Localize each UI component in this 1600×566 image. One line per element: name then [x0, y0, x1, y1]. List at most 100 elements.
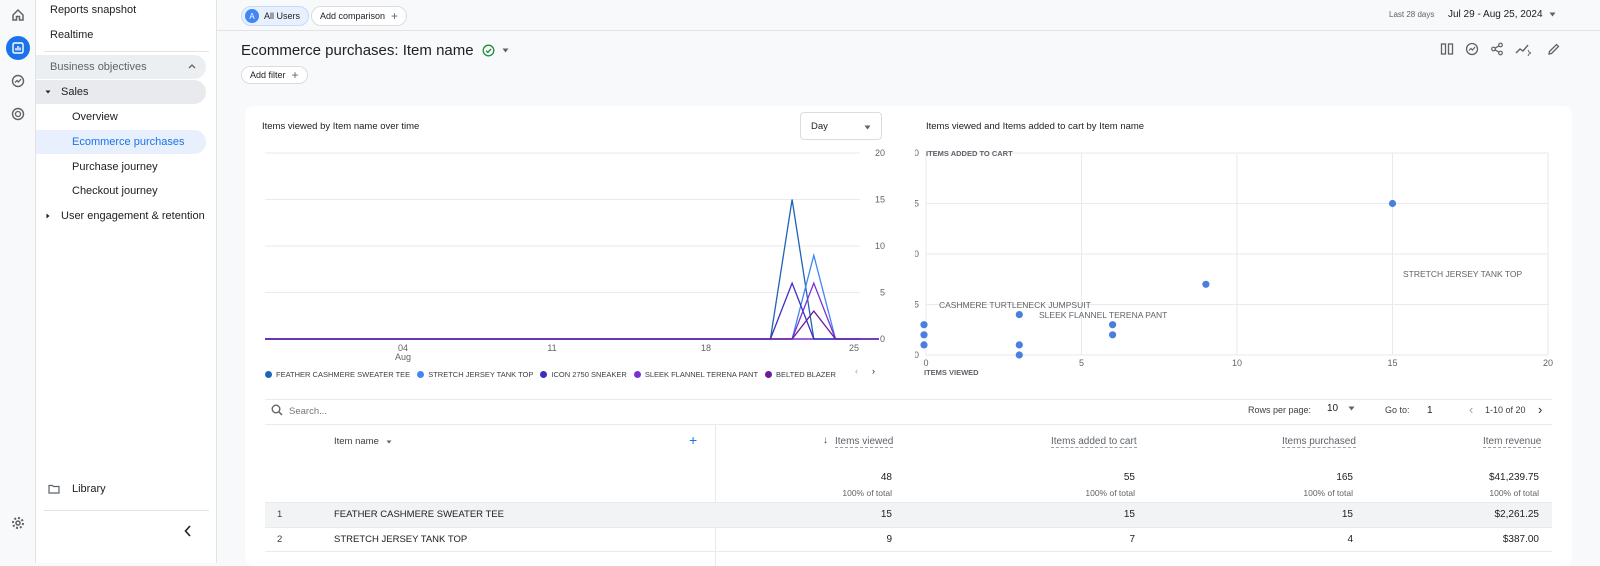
add-comparison-label: Add comparison — [320, 11, 386, 21]
row-items-viewed: 9 — [886, 534, 892, 545]
legend-item[interactable]: ICON 2750 SNEAKER — [540, 370, 627, 379]
report-navigation: Reports snapshot Realtime Business objec… — [36, 0, 217, 563]
table-top-divider — [265, 399, 1552, 400]
nav-library[interactable]: Library — [36, 477, 210, 501]
legend-label: STRETCH JERSEY TANK TOP — [428, 369, 534, 379]
verified-check-icon — [482, 44, 495, 57]
nav-business-objectives-label: Business objectives — [50, 61, 147, 73]
column-items-purchased[interactable]: Items purchased — [1282, 436, 1356, 448]
interval-value: Day — [811, 120, 828, 132]
legend-dot — [540, 370, 548, 378]
row-item-revenue: $387.00 — [1502, 534, 1539, 545]
date-range-picker[interactable]: Jul 29 - Aug 25, 2024 — [1448, 9, 1556, 20]
nav-checkout-journey[interactable]: Checkout journey — [72, 185, 158, 197]
y-tick-label: 15 — [915, 199, 919, 209]
nav-realtime[interactable]: Realtime — [50, 29, 94, 41]
goto-page-input[interactable] — [1427, 403, 1445, 417]
date-range-label: Last 28 days — [1389, 10, 1435, 19]
scatter-chart-title: Items viewed and Items added to cart by … — [926, 121, 1145, 132]
legend-prev-icon[interactable]: ‹ — [855, 366, 858, 376]
nav-ecommerce-purchases[interactable]: Ecommerce purchases — [36, 130, 206, 154]
caret-down-icon — [864, 125, 871, 130]
nav-business-objectives[interactable]: Business objectives — [36, 55, 206, 79]
x-tick-label: 10 — [1232, 358, 1242, 368]
x-tick-label: 25 — [849, 343, 859, 353]
rows-per-page-select[interactable]: 10 — [1327, 403, 1355, 414]
scatter-point — [1015, 311, 1023, 319]
x-tick-label: 0 — [923, 358, 928, 368]
legend-item[interactable]: STRETCH JERSEY TANK TOP — [417, 370, 533, 379]
column-items-viewed[interactable]: Items viewed — [835, 436, 894, 448]
home-icon[interactable] — [6, 3, 30, 27]
legend-item[interactable]: BELTED BLAZER — [765, 370, 836, 379]
row-items-added: 15 — [1123, 509, 1135, 520]
explore-icon[interactable] — [6, 69, 30, 93]
title-dropdown-icon[interactable] — [502, 48, 509, 53]
report-card: Items viewed by Item name over time Day … — [245, 106, 1572, 566]
advertising-icon[interactable] — [6, 102, 30, 126]
total-item-revenue: $41,239.75 — [1488, 472, 1539, 483]
column-item-name-label: Item name — [334, 436, 379, 447]
row-items-viewed: 15 — [880, 509, 892, 520]
caret-right-icon — [46, 213, 50, 219]
page-title: Ecommerce purchases: Item name — [241, 42, 474, 59]
insights-icon[interactable] — [1465, 42, 1479, 56]
row-index: 2 — [277, 534, 283, 545]
row-items-purchased: 15 — [1341, 509, 1353, 520]
series-line — [265, 310, 879, 340]
nav-user-engagement[interactable]: User engagement & retention — [36, 204, 210, 228]
nav-divider-bottom — [44, 510, 209, 511]
plus-icon: + — [391, 9, 399, 23]
nav-purchase-journey[interactable]: Purchase journey — [72, 161, 158, 173]
nav-library-label: Library — [72, 483, 106, 495]
scatter-chart: 20 15 10 5 00 5 10 15 20 ITEMS ADDED TO CART ITEMS… — [915, 148, 1553, 377]
legend-dot — [265, 370, 272, 378]
caret-down-icon — [386, 440, 392, 443]
legend-item[interactable]: SLEEK FLANNEL TERENA PANT — [633, 370, 758, 379]
point-label: STRETCH JERSEY TANK TOP — [1403, 269, 1523, 279]
settings-icon[interactable] — [6, 511, 30, 535]
segment-badge: A — [245, 9, 259, 23]
point-label: CASHMERE TURTLENECK JUMPSUIT — [939, 300, 1091, 310]
scatter-point — [920, 321, 928, 329]
scatter-point — [1015, 341, 1023, 349]
y-tick-label: 15 — [875, 195, 885, 205]
series-line — [265, 281, 879, 340]
scatter-point — [920, 341, 928, 349]
nav-reports-snapshot[interactable]: Reports snapshot — [50, 4, 137, 16]
table-row[interactable] — [265, 502, 1552, 527]
nav-overview[interactable]: Overview — [72, 111, 118, 123]
nav-user-engagement-label: User engagement & retention — [61, 210, 205, 222]
next-page-icon[interactable]: › — [1538, 402, 1543, 417]
row-item-name[interactable]: STRETCH JERSEY TANK TOP — [334, 534, 468, 545]
table-search-input[interactable] — [289, 404, 589, 418]
caret-down-icon — [1549, 12, 1556, 17]
add-filter-button[interactable]: Add filter + — [241, 66, 308, 84]
total-items-purchased-sub: 100% of total — [1303, 488, 1353, 498]
column-items-added-to-cart[interactable]: Items added to cart — [1051, 436, 1137, 448]
table-row[interactable] — [265, 527, 1552, 552]
legend-label: FEATHER CASHMERE SWEATER TEE — [276, 369, 411, 379]
total-items-viewed-sub: 100% of total — [842, 488, 892, 498]
edit-pencil-icon[interactable] — [1547, 42, 1561, 56]
add-dimension-button[interactable]: + — [689, 432, 698, 448]
segment-chip[interactable]: A All Users — [241, 6, 310, 26]
nav-sales[interactable]: Sales — [36, 80, 206, 104]
compare-icon[interactable] — [1440, 42, 1454, 56]
legend-item[interactable]: FEATHER CASHMERE SWEATER TEE — [265, 370, 410, 379]
column-item-name[interactable]: Item name — [334, 436, 392, 447]
share-icon[interactable] — [1490, 42, 1504, 56]
nav-sales-label: Sales — [61, 86, 89, 98]
trend-sparkle-icon[interactable] — [1515, 42, 1531, 56]
interval-select[interactable]: Day — [800, 112, 882, 140]
reports-icon[interactable] — [6, 36, 30, 60]
legend-next-icon[interactable]: › — [872, 366, 875, 376]
add-comparison-button[interactable]: Add comparison + — [311, 6, 408, 26]
collapse-chevron-icon[interactable] — [184, 525, 192, 537]
column-item-revenue[interactable]: Item revenue — [1483, 436, 1542, 448]
rows-per-page-value: 10 — [1327, 403, 1339, 414]
prev-page-icon[interactable]: ‹ — [1469, 402, 1474, 417]
sort-arrow-down-icon[interactable]: ↓ — [823, 435, 828, 446]
nav-divider — [44, 51, 209, 52]
row-item-name[interactable]: FEATHER CASHMERE SWEATER TEE — [334, 509, 504, 520]
